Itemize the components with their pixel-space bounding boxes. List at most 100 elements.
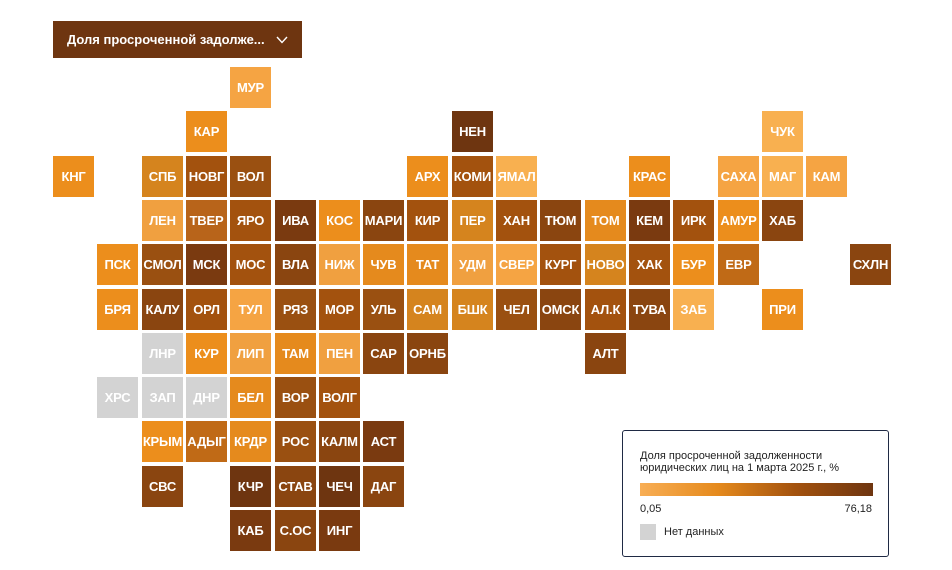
region-tile[interactable]: НОВГ <box>186 156 227 197</box>
region-tile[interactable]: ЧЕЛ <box>496 289 537 330</box>
region-tile[interactable]: ТАТ <box>407 244 448 285</box>
region-tile[interactable]: МОС <box>230 244 271 285</box>
region-tile[interactable]: С.ОС <box>275 510 316 551</box>
region-tile[interactable]: БЕЛ <box>230 377 271 418</box>
region-tile[interactable]: КИР <box>407 200 448 241</box>
region-tile[interactable]: ЕВР <box>718 244 759 285</box>
region-tile[interactable]: МАРИ <box>363 200 404 241</box>
region-tile[interactable]: АРХ <box>407 156 448 197</box>
region-tile[interactable]: СВЕР <box>496 244 537 285</box>
region-tile[interactable]: СВС <box>142 466 183 507</box>
region-tile[interactable]: ЧУВ <box>363 244 404 285</box>
region-tile[interactable]: ТВЕР <box>186 200 227 241</box>
region-tile[interactable]: ЧУК <box>762 111 803 152</box>
region-tile[interactable]: ТАМ <box>275 333 316 374</box>
region-tile[interactable]: ВОР <box>275 377 316 418</box>
region-tile[interactable]: КАР <box>186 111 227 152</box>
region-tile[interactable]: ДАГ <box>363 466 404 507</box>
region-tile[interactable]: ЛНР <box>142 333 183 374</box>
region-tile[interactable]: ПЕН <box>319 333 360 374</box>
region-tile[interactable]: САХА <box>718 156 759 197</box>
region-tile[interactable]: БШК <box>452 289 493 330</box>
region-tile[interactable]: ПЕР <box>452 200 493 241</box>
region-tile[interactable]: ДНР <box>186 377 227 418</box>
region-tile[interactable]: АЛ.К <box>585 289 626 330</box>
region-tile[interactable]: КАМ <box>806 156 847 197</box>
region-tile[interactable]: ЯМАЛ <box>496 156 537 197</box>
region-tile[interactable]: ЧЕЧ <box>319 466 360 507</box>
region-tile[interactable]: ЛИП <box>230 333 271 374</box>
region-tile[interactable]: КАЛМ <box>319 421 360 462</box>
dropdown-label: Доля просроченной задолже... <box>67 32 265 47</box>
region-tile[interactable]: ВОЛГ <box>319 377 360 418</box>
region-tile[interactable]: АМУР <box>718 200 759 241</box>
region-tile[interactable]: КАЛУ <box>142 289 183 330</box>
region-tile[interactable]: КНГ <box>53 156 94 197</box>
region-tile[interactable]: НЕН <box>452 111 493 152</box>
region-tile[interactable]: КОМИ <box>452 156 493 197</box>
region-tile[interactable]: САМ <box>407 289 448 330</box>
legend: Доля просроченной задолженности юридичес… <box>622 430 889 557</box>
region-tile[interactable]: СХЛН <box>850 244 891 285</box>
indicator-dropdown[interactable]: Доля просроченной задолже... <box>53 21 302 58</box>
region-tile[interactable]: ИРК <box>673 200 714 241</box>
region-tile[interactable]: УДМ <box>452 244 493 285</box>
region-tile[interactable]: МАГ <box>762 156 803 197</box>
region-tile[interactable]: ПРИ <box>762 289 803 330</box>
region-tile[interactable]: КАБ <box>230 510 271 551</box>
region-tile[interactable]: РЯЗ <box>275 289 316 330</box>
legend-title: Доля просроченной задолженности юридичес… <box>640 450 840 474</box>
legend-max-value: 76,18 <box>844 503 872 515</box>
region-tile[interactable]: НИЖ <box>319 244 360 285</box>
legend-no-data-swatch <box>640 524 656 540</box>
region-tile[interactable]: ТУЛ <box>230 289 271 330</box>
region-tile[interactable]: МОР <box>319 289 360 330</box>
region-tile[interactable]: СМОЛ <box>142 244 183 285</box>
region-tile[interactable]: КОС <box>319 200 360 241</box>
region-tile[interactable]: ИНГ <box>319 510 360 551</box>
chevron-down-icon <box>276 36 288 44</box>
region-tile[interactable]: ВОЛ <box>230 156 271 197</box>
region-tile[interactable]: ПСК <box>97 244 138 285</box>
region-tile[interactable]: КУРГ <box>540 244 581 285</box>
region-tile[interactable]: КЧР <box>230 466 271 507</box>
region-tile[interactable]: РОС <box>275 421 316 462</box>
region-tile[interactable]: БРЯ <box>97 289 138 330</box>
region-tile[interactable]: КРДР <box>230 421 271 462</box>
region-tile[interactable]: ВЛА <box>275 244 316 285</box>
legend-no-data-label: Нет данных <box>664 526 724 538</box>
legend-color-scale <box>640 483 873 496</box>
legend-min-value: 0,05 <box>640 503 662 515</box>
region-tile[interactable]: МСК <box>186 244 227 285</box>
region-tile[interactable]: КРАС <box>629 156 670 197</box>
region-tile[interactable]: МУР <box>230 67 271 108</box>
region-tile[interactable]: ХАН <box>496 200 537 241</box>
region-tile[interactable]: УЛЬ <box>363 289 404 330</box>
region-tile[interactable]: ХРС <box>97 377 138 418</box>
region-tile[interactable]: АЛТ <box>585 333 626 374</box>
region-tile[interactable]: КРЫМ <box>142 421 183 462</box>
region-tile[interactable]: ХАБ <box>762 200 803 241</box>
region-tile[interactable]: КУР <box>186 333 227 374</box>
region-tile[interactable]: АДЫГ <box>186 421 227 462</box>
region-tile[interactable]: ОМСК <box>540 289 581 330</box>
region-tile[interactable]: ТЮМ <box>540 200 581 241</box>
region-tile[interactable]: ТУВА <box>629 289 670 330</box>
region-tile[interactable]: ХАК <box>629 244 670 285</box>
region-tile[interactable]: СПБ <box>142 156 183 197</box>
region-tile[interactable]: БУР <box>673 244 714 285</box>
region-tile[interactable]: ТОМ <box>585 200 626 241</box>
region-tile[interactable]: ИВА <box>275 200 316 241</box>
region-tile[interactable]: НОВО <box>585 244 626 285</box>
region-tile[interactable]: ЯРО <box>230 200 271 241</box>
region-tile[interactable]: СТАВ <box>275 466 316 507</box>
region-tile[interactable]: ЗАП <box>142 377 183 418</box>
region-tile[interactable]: ЗАБ <box>673 289 714 330</box>
region-tile[interactable]: КЕМ <box>629 200 670 241</box>
region-tile[interactable]: ЛЕН <box>142 200 183 241</box>
region-tile[interactable]: ОРНБ <box>407 333 448 374</box>
region-tile[interactable]: ОРЛ <box>186 289 227 330</box>
region-tile[interactable]: АСТ <box>363 421 404 462</box>
region-tile[interactable]: САР <box>363 333 404 374</box>
